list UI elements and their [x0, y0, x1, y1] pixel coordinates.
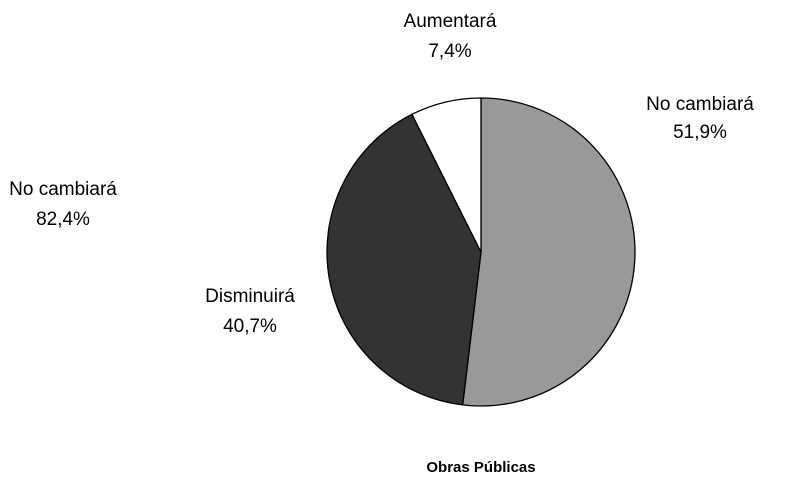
slice-label: No cambiará — [646, 94, 754, 115]
value-label: 40,7% — [223, 316, 277, 337]
annotation: 82,4% — [36, 209, 90, 230]
pie-slice — [326, 113, 482, 406]
slice-label: Aumentará — [404, 11, 497, 32]
slice-label: Disminuirá — [205, 286, 295, 307]
annotation: No cambiará — [9, 179, 117, 200]
value-label: 51,9% — [673, 122, 727, 143]
value-label: 7,4% — [428, 41, 471, 62]
chart-title: Obras Públicas — [426, 459, 535, 476]
pie-slice — [411, 97, 482, 253]
pie-slice — [461, 97, 636, 407]
